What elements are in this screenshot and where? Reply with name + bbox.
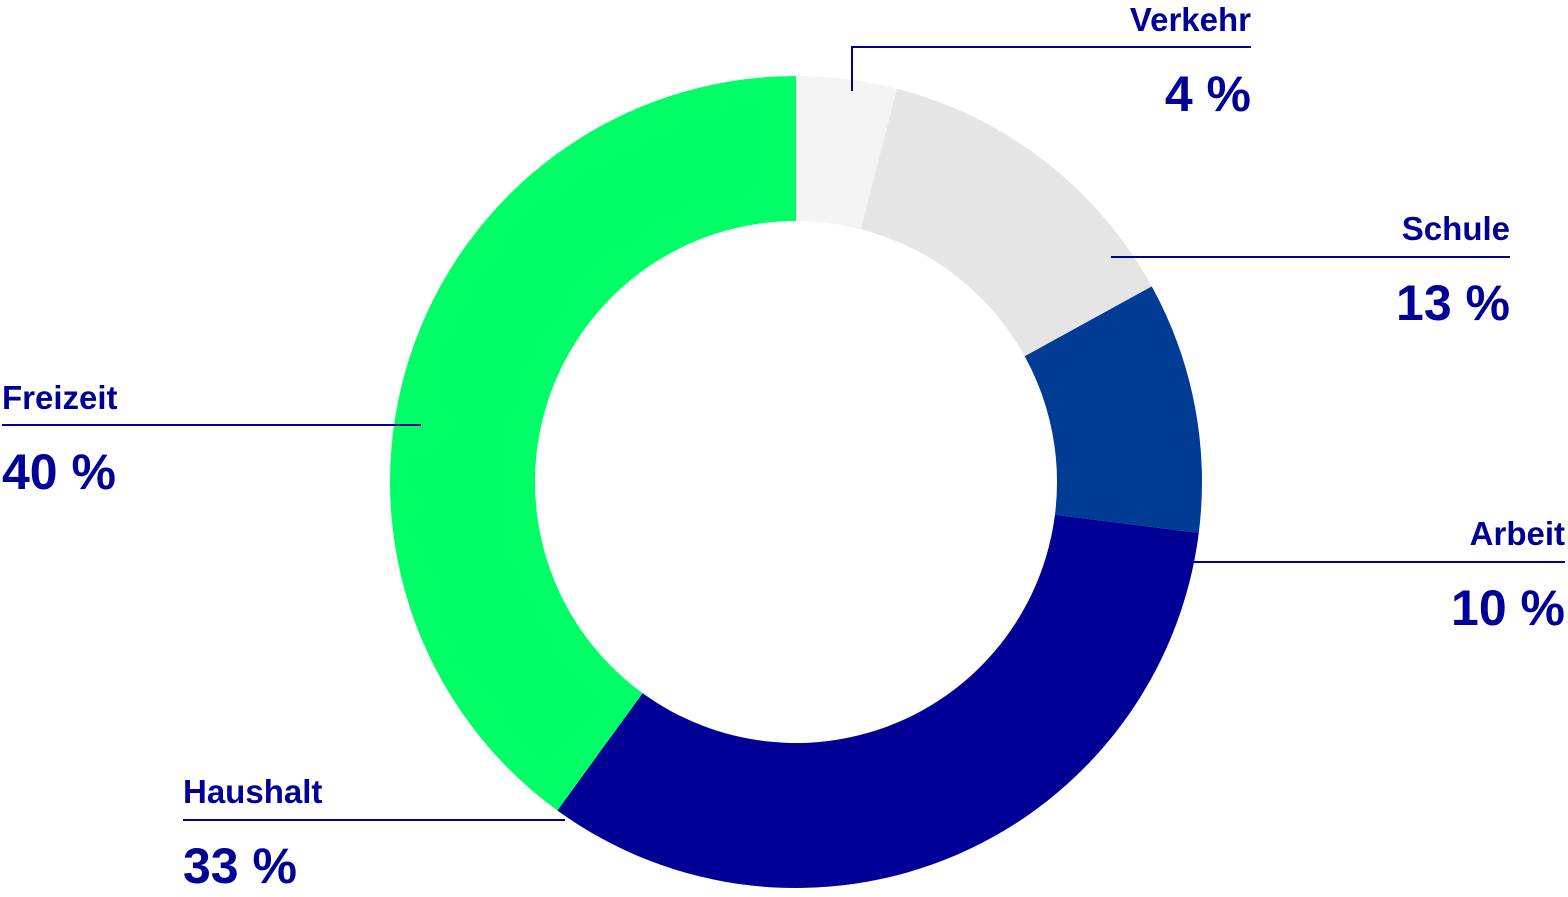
- slice-value-freizeit: 40 %: [2, 444, 116, 500]
- slice-freizeit: [390, 76, 796, 811]
- slice-verkehr: [796, 76, 897, 230]
- slice-label-verkehr: Verkehr: [1130, 1, 1251, 38]
- slice-value-verkehr: 4 %: [1165, 66, 1251, 122]
- slice-haushalt: [557, 514, 1199, 888]
- slice-label-schule: Schule: [1402, 210, 1510, 247]
- slice-schule: [860, 88, 1152, 357]
- slice-label-arbeit: Arbeit: [1470, 515, 1565, 552]
- slice-value-schule: 13 %: [1396, 275, 1510, 331]
- slice-label-freizeit: Freizeit: [2, 379, 118, 416]
- slice-value-haushalt: 33 %: [183, 838, 297, 894]
- slice-label-haushalt: Haushalt: [183, 773, 322, 810]
- slice-value-arbeit: 10 %: [1451, 580, 1565, 636]
- slice-arbeit: [1024, 286, 1202, 533]
- leader-line-verkehr: [851, 46, 1251, 91]
